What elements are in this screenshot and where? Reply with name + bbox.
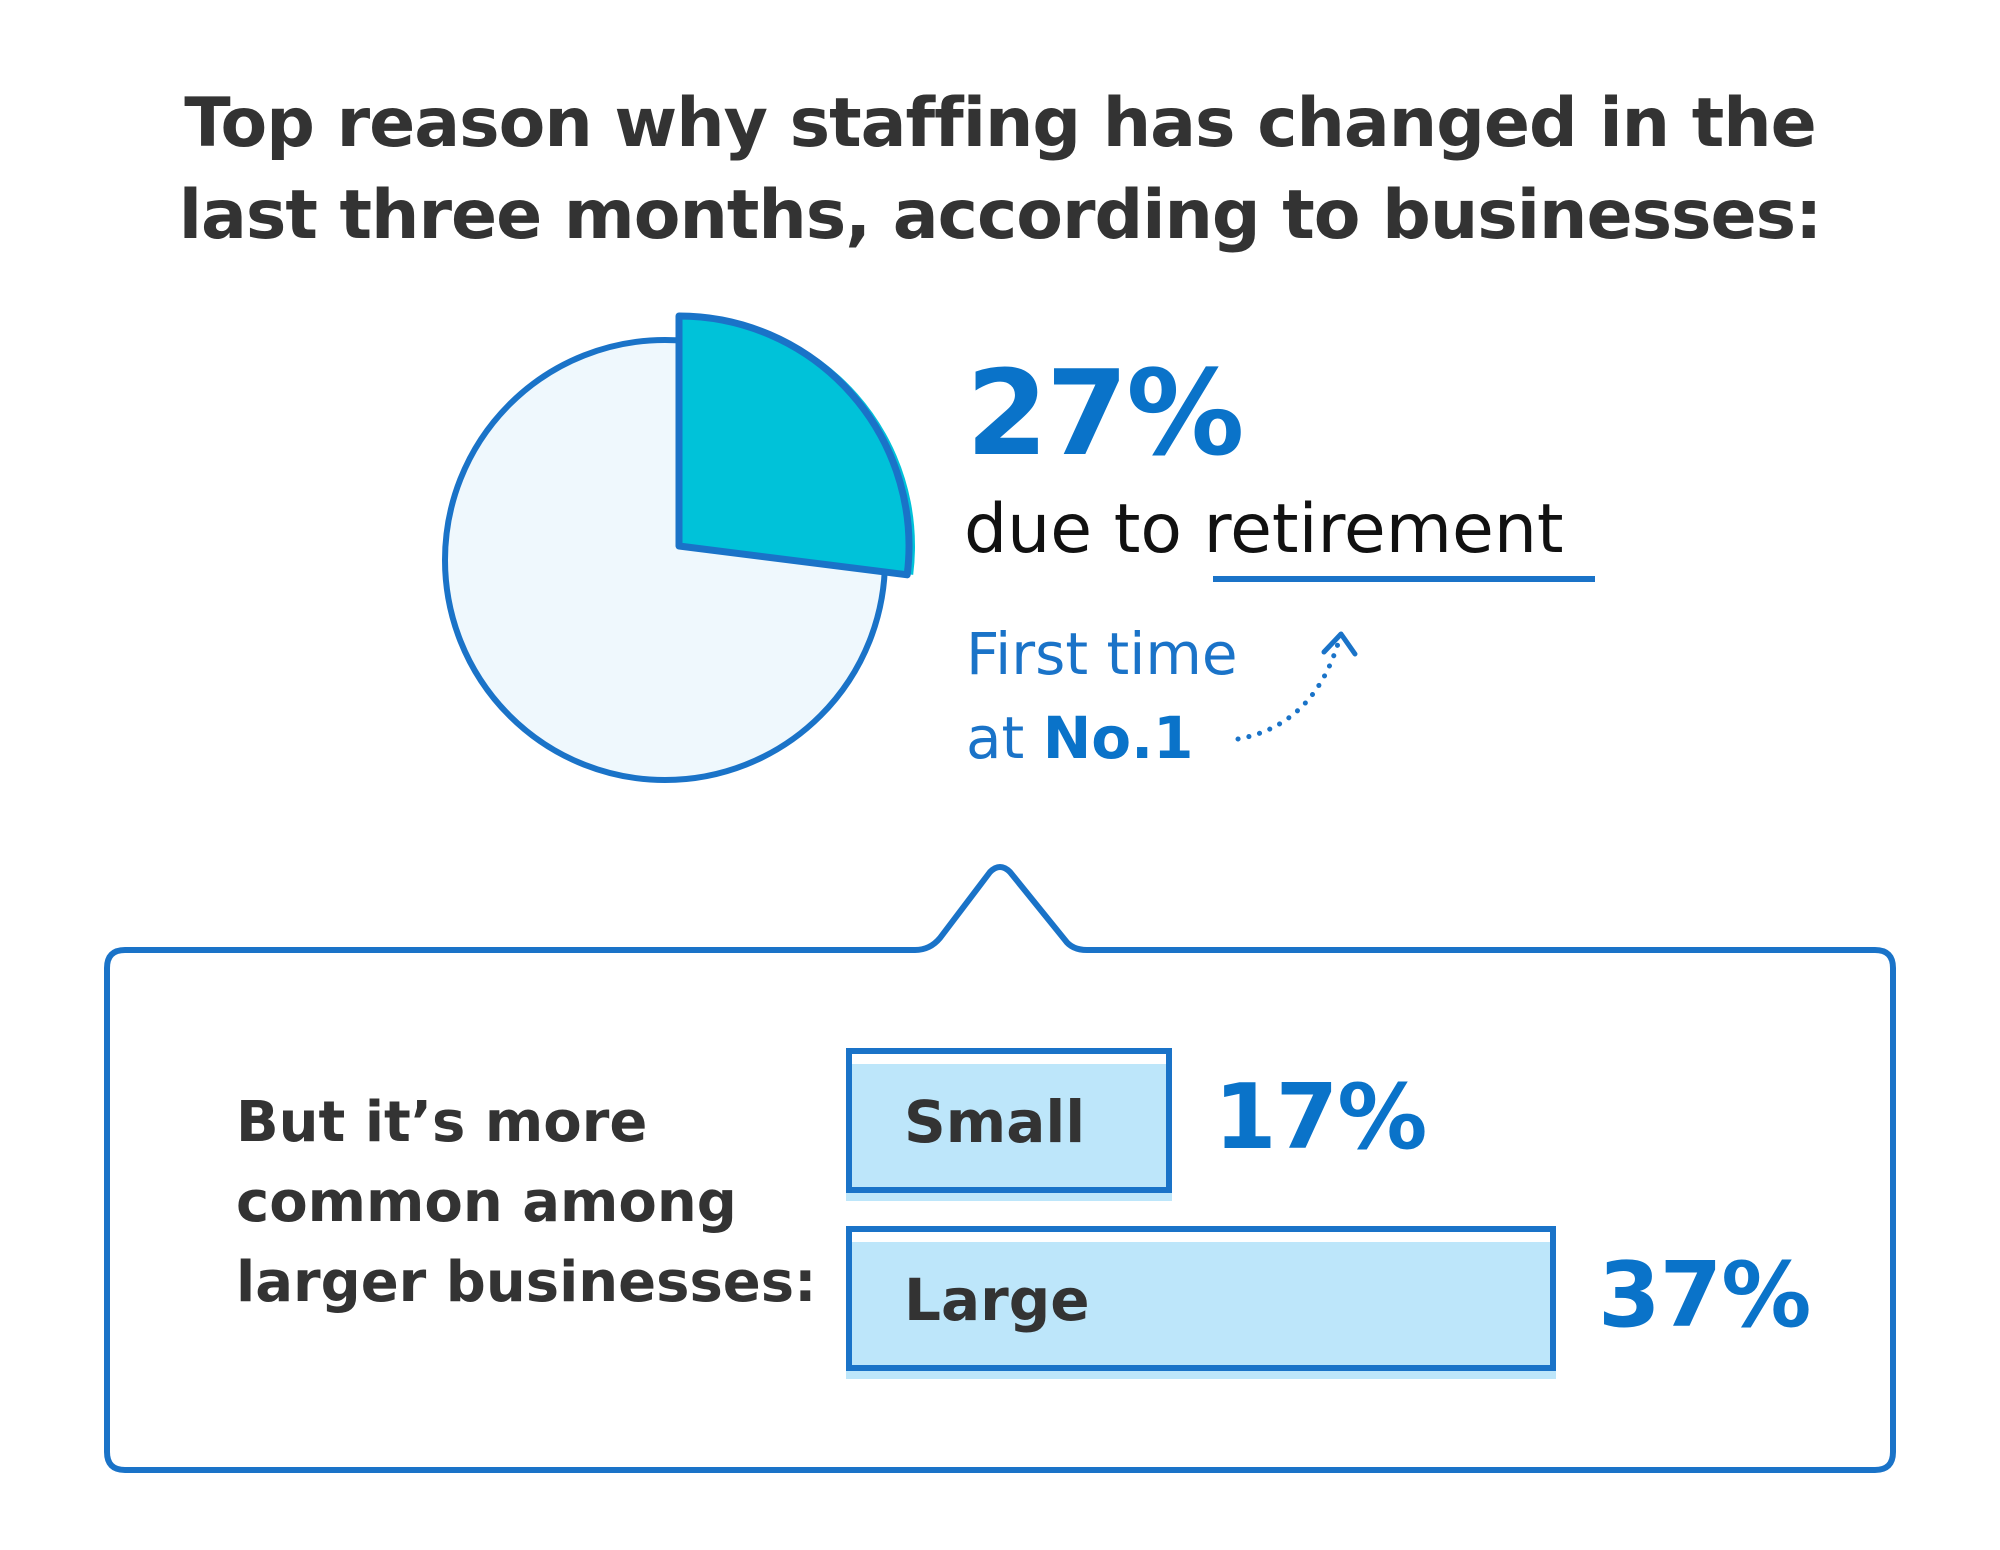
bar-label-small: Small <box>904 1088 1086 1156</box>
pie-slice-retirement <box>675 312 913 579</box>
headline-keyword: retirement <box>1203 490 1564 569</box>
pie-chart <box>442 312 915 783</box>
comparison-text-line-1: But it’s more <box>236 1090 648 1155</box>
note-line-2-bold: No.1 <box>1042 704 1194 772</box>
chart-title-line-2: last three months, according to business… <box>178 176 1823 255</box>
chart-title-line-1: Top reason why staffing has changed in t… <box>184 84 1817 163</box>
dotted-arrow-icon <box>1235 631 1358 742</box>
headline-percentage: 27% <box>966 344 1244 482</box>
note-line-1: First time <box>966 620 1238 688</box>
first-time-note: First time at No.1 <box>966 612 1238 780</box>
comparison-text-line-2: common among <box>236 1170 737 1235</box>
comparison-text-line-3: larger businesses: <box>236 1250 817 1315</box>
headline-text: due to retirement <box>964 490 1564 570</box>
bar-large <box>846 1226 1556 1371</box>
note-line-2: at No.1 <box>966 696 1238 780</box>
bar-small <box>846 1048 1172 1193</box>
note-line-2-prefix: at <box>966 704 1025 772</box>
keyword-underline <box>1213 576 1595 582</box>
headline-prefix: due to <box>964 490 1182 569</box>
bar-value-large: 37% <box>1598 1243 1811 1348</box>
bar-value-small: 17% <box>1214 1065 1427 1170</box>
comparison-text: But it’s more common among larger busine… <box>236 1083 816 1323</box>
chart-title: Top reason why staffing has changed in t… <box>100 78 1900 262</box>
bar-label-large: Large <box>904 1266 1090 1334</box>
